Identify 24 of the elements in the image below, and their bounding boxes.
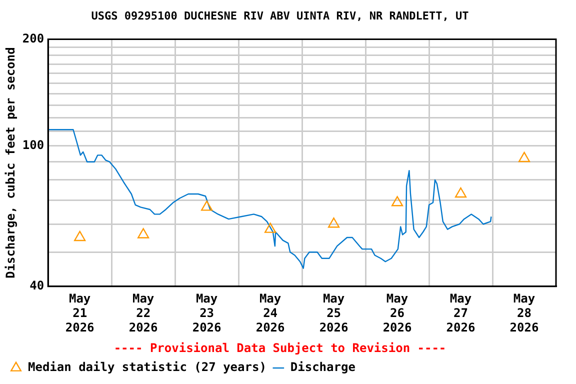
x-tick-label: May 23 2026 bbox=[192, 292, 222, 335]
point bbox=[454, 187, 467, 198]
text: ---- Provisional Data Subject to Revision ---- bbox=[114, 340, 446, 355]
x-tick-label: May 28 2026 bbox=[510, 292, 539, 335]
x-tick-label: May 25 2026 bbox=[319, 292, 348, 335]
chart-title: USGS 09295100 DUCHESNE RIV ABV UINTA RIV, NR RANDLETT, UT bbox=[91, 9, 470, 22]
legend-label: Median daily statistic (27 years) bbox=[28, 360, 266, 374]
legend-label: Discharge bbox=[290, 360, 356, 374]
y-axis-title: Discharge, cubic feet per second bbox=[3, 47, 18, 278]
y-tick-label: 40 bbox=[30, 278, 44, 293]
point bbox=[328, 218, 340, 228]
point bbox=[138, 228, 150, 238]
x-tick-label: May 24 2026 bbox=[256, 292, 285, 335]
y-tick-label: 200 bbox=[22, 31, 44, 46]
y-tick-label: 100 bbox=[22, 138, 44, 152]
x-tick-label: May 26 2026 bbox=[382, 292, 412, 335]
point bbox=[201, 200, 213, 211]
point bbox=[518, 152, 530, 162]
point bbox=[74, 230, 86, 242]
x-tick-label: May 27 2026 bbox=[446, 292, 476, 335]
x-tick-label: May 21 2026 bbox=[65, 292, 94, 335]
point bbox=[264, 222, 276, 233]
point bbox=[391, 196, 404, 206]
x-tick-label: May 22 2026 bbox=[128, 292, 158, 335]
